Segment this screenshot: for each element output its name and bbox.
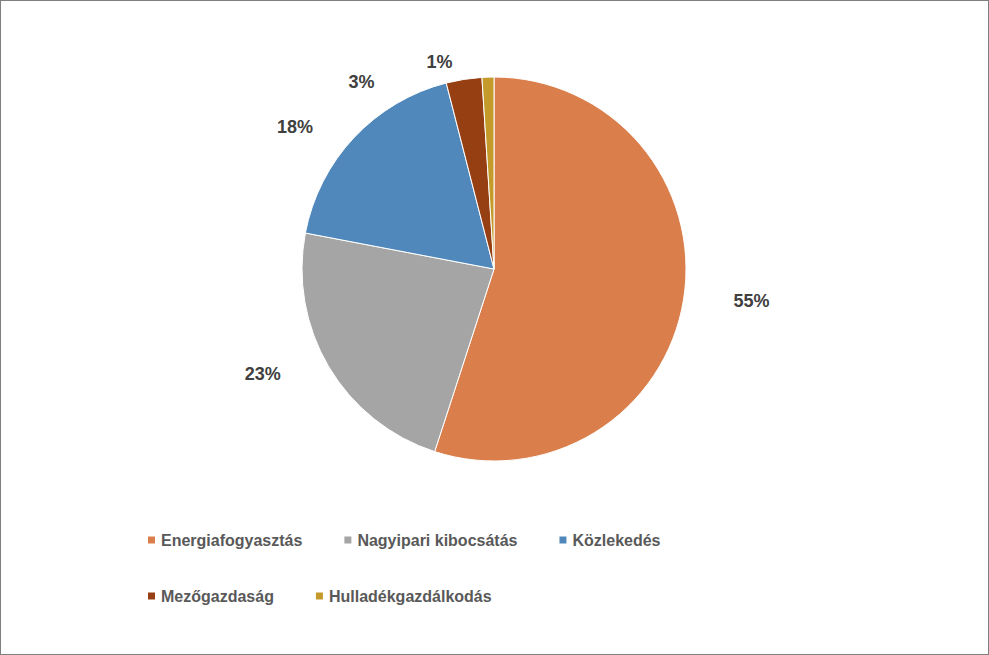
svg-text:18%: 18% bbox=[277, 117, 313, 137]
svg-text:Mezőgazdaság: Mezőgazdaság bbox=[161, 588, 274, 605]
svg-text:Nagyipari kibocsátás: Nagyipari kibocsátás bbox=[357, 532, 517, 549]
svg-text:23%: 23% bbox=[245, 364, 281, 384]
svg-text:1%: 1% bbox=[426, 52, 452, 72]
svg-text:3%: 3% bbox=[349, 72, 375, 92]
svg-text:Közlekedés: Közlekedés bbox=[572, 532, 660, 549]
svg-text:Energiafogyasztás: Energiafogyasztás bbox=[161, 532, 302, 549]
svg-text:55%: 55% bbox=[733, 291, 769, 311]
svg-text:Hulladékgazdálkodás: Hulladékgazdálkodás bbox=[329, 588, 492, 605]
